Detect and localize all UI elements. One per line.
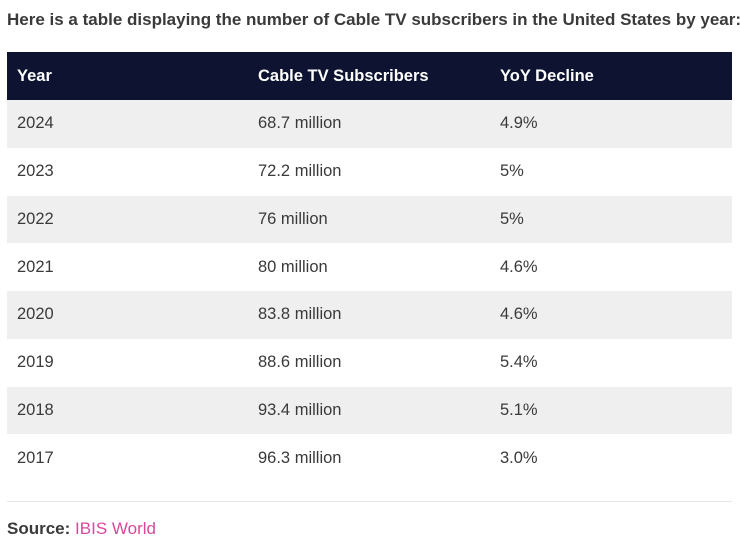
cell-subscribers: 80 million [248,243,490,291]
table-row: 2020 83.8 million 4.6% [7,291,732,339]
cell-year: 2022 [7,195,248,244]
header-year: Year [7,52,248,100]
cell-subscribers: 83.8 million [248,291,490,339]
cell-yoy-decline: 5% [490,195,732,244]
table-header-row: Year Cable TV Subscribers YoY Decline [7,52,732,100]
source-line: Source: IBIS World [7,519,156,539]
table-row: 2018 93.4 million 5.1% [7,386,732,435]
cell-subscribers: 93.4 million [248,386,490,435]
intro-text: Here is a table displaying the number of… [7,10,740,29]
cell-yoy-decline: 5.1% [490,386,732,435]
table-row: 2024 68.7 million 4.9% [7,100,732,148]
cell-year: 2024 [7,100,248,148]
cell-subscribers: 88.6 million [248,338,490,387]
cell-year: 2021 [7,243,248,291]
cell-yoy-decline: 4.6% [490,291,732,339]
table-row: 2017 96.3 million 3.0% [7,434,732,482]
table-row: 2019 88.6 million 5.4% [7,338,732,387]
table-row: 2021 80 million 4.6% [7,243,732,291]
subscribers-table: Year Cable TV Subscribers YoY Decline 20… [7,52,732,482]
cell-year: 2018 [7,386,248,435]
source-link[interactable]: IBIS World [75,519,156,538]
cell-year: 2019 [7,338,248,387]
cell-subscribers: 72.2 million [248,147,490,196]
cell-yoy-decline: 4.9% [490,100,732,148]
cell-yoy-decline: 3.0% [490,434,732,482]
cell-year: 2020 [7,291,248,339]
table-row: 2022 76 million 5% [7,195,732,244]
cell-subscribers: 96.3 million [248,434,490,482]
header-yoy-decline: YoY Decline [490,52,732,100]
cell-yoy-decline: 5.4% [490,338,732,387]
cell-yoy-decline: 4.6% [490,243,732,291]
table-row: 2023 72.2 million 5% [7,147,732,196]
cell-year: 2023 [7,147,248,196]
cell-subscribers: 68.7 million [248,100,490,148]
cell-yoy-decline: 5% [490,147,732,196]
cell-year: 2017 [7,434,248,482]
divider [7,501,732,502]
cell-subscribers: 76 million [248,195,490,244]
header-subscribers: Cable TV Subscribers [248,52,490,100]
source-label: Source: [7,519,71,538]
